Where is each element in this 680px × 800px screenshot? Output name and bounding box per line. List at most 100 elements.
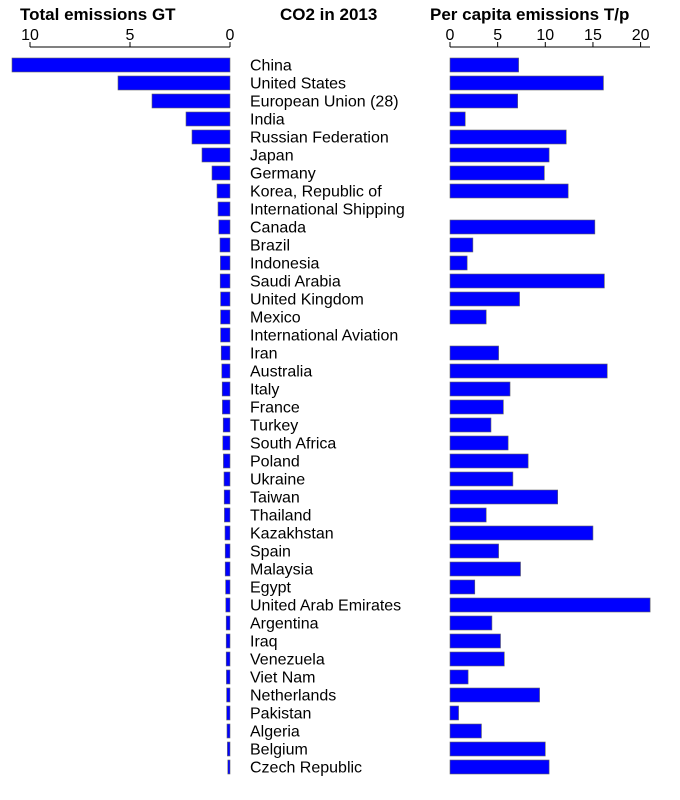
category-label: Ukraine — [250, 472, 305, 489]
left-tick-label: 5 — [126, 27, 135, 44]
per-capita-emissions-bar — [449, 615, 493, 631]
total-emissions-bar — [220, 255, 231, 271]
right-tick-label: 15 — [584, 27, 602, 44]
total-emissions-bar — [219, 273, 231, 289]
per-capita-emissions-bar — [449, 561, 521, 577]
per-capita-emissions-bar — [449, 75, 604, 91]
total-emissions-bar — [117, 75, 231, 91]
total-emissions-bar — [223, 453, 231, 469]
category-label: United States — [250, 76, 346, 93]
category-label: Pakistan — [250, 706, 311, 723]
per-capita-emissions-bar — [449, 111, 466, 127]
per-capita-emissions-bar — [449, 147, 550, 163]
per-capita-emissions-bar — [449, 219, 596, 235]
category-label: Brazil — [250, 238, 290, 255]
category-label: Russian Federation — [250, 130, 389, 147]
left-bars — [11, 57, 231, 775]
category-label: International Shipping — [250, 202, 405, 219]
per-capita-emissions-bar — [449, 345, 499, 361]
total-emissions-bar — [219, 237, 231, 253]
left-tick-label: 0 — [226, 27, 235, 44]
total-emissions-bar — [224, 507, 231, 523]
per-capita-emissions-bar — [449, 651, 505, 667]
category-label: Argentina — [250, 616, 319, 633]
category-label: Australia — [250, 364, 312, 381]
per-capita-emissions-bar — [449, 309, 487, 325]
per-capita-emissions-bar — [449, 453, 529, 469]
category-label: India — [250, 112, 285, 129]
total-emissions-bar — [216, 183, 231, 199]
category-label: Mexico — [250, 310, 301, 327]
per-capita-emissions-bar — [449, 525, 594, 541]
total-emissions-bar — [220, 327, 231, 343]
category-label: Kazakhstan — [250, 526, 334, 543]
per-capita-emissions-bar — [449, 489, 558, 505]
right-bars — [449, 57, 651, 775]
category-label: Canada — [250, 220, 306, 237]
category-label: Taiwan — [250, 490, 300, 507]
per-capita-emissions-bar — [449, 633, 501, 649]
per-capita-emissions-bar — [449, 399, 504, 415]
category-label: Turkey — [250, 418, 298, 435]
per-capita-emissions-bar — [449, 57, 519, 73]
per-capita-emissions-bar — [449, 507, 487, 523]
total-emissions-bar — [222, 417, 231, 433]
total-emissions-bar — [225, 651, 231, 667]
total-emissions-bar — [221, 363, 231, 379]
per-capita-emissions-bar — [449, 669, 469, 685]
category-label: Thailand — [250, 508, 311, 525]
category-label: Malaysia — [250, 562, 313, 579]
category-label: Netherlands — [250, 688, 336, 705]
right-panel-header: Per capita emissions T/p — [430, 5, 629, 24]
total-emissions-bar — [224, 543, 231, 559]
total-emissions-bar — [220, 309, 231, 325]
per-capita-emissions-bar — [449, 183, 569, 199]
total-emissions-bar — [185, 111, 231, 127]
total-emissions-bar — [226, 687, 231, 703]
per-capita-emissions-bar — [449, 543, 499, 559]
left-tick-label: 10 — [21, 27, 39, 44]
per-capita-emissions-bar — [449, 579, 476, 595]
per-capita-emissions-bar — [449, 705, 459, 721]
right-tick-label: 10 — [536, 27, 554, 44]
total-emissions-bar — [226, 705, 231, 721]
right-tick-label: 5 — [493, 27, 502, 44]
per-capita-emissions-bar — [449, 273, 605, 289]
total-emissions-bar — [227, 759, 231, 775]
right-axis: 0 5 10 15 20 — [446, 27, 650, 48]
per-capita-emissions-bar — [449, 597, 651, 613]
category-label: European Union (28) — [250, 94, 399, 111]
total-emissions-bar — [223, 471, 231, 487]
category-label: Venezuela — [250, 652, 325, 669]
category-label: Iran — [250, 346, 278, 363]
category-label: Iraq — [250, 634, 278, 651]
category-label: Egypt — [250, 580, 291, 597]
total-emissions-bar — [11, 57, 231, 73]
per-capita-emissions-bar — [449, 255, 468, 271]
total-emissions-bar — [225, 597, 231, 613]
per-capita-emissions-bar — [449, 741, 546, 757]
right-tick-label: 0 — [446, 27, 455, 44]
per-capita-emissions-bar — [449, 723, 482, 739]
category-label: China — [250, 58, 292, 75]
per-capita-emissions-bar — [449, 291, 520, 307]
category-label: International Aviation — [250, 328, 398, 345]
total-emissions-bar — [224, 525, 231, 541]
total-emissions-bar — [227, 741, 231, 757]
total-emissions-bar — [225, 633, 231, 649]
total-emissions-bar — [191, 129, 231, 145]
per-capita-emissions-bar — [449, 165, 545, 181]
category-label: Italy — [250, 382, 279, 399]
total-emissions-bar — [211, 165, 231, 181]
total-emissions-bar — [220, 345, 231, 361]
total-emissions-bar — [218, 219, 231, 235]
chart-title: CO2 in 2013 — [280, 5, 377, 24]
total-emissions-bar — [226, 669, 231, 685]
category-label: Poland — [250, 454, 300, 471]
total-emissions-bar — [220, 291, 231, 307]
left-axis: 10 5 0 — [21, 27, 235, 48]
category-label: Indonesia — [250, 256, 319, 273]
left-panel-header: Total emissions GT — [20, 5, 176, 24]
category-label: Saudi Arabia — [250, 274, 341, 291]
per-capita-emissions-bar — [449, 363, 608, 379]
